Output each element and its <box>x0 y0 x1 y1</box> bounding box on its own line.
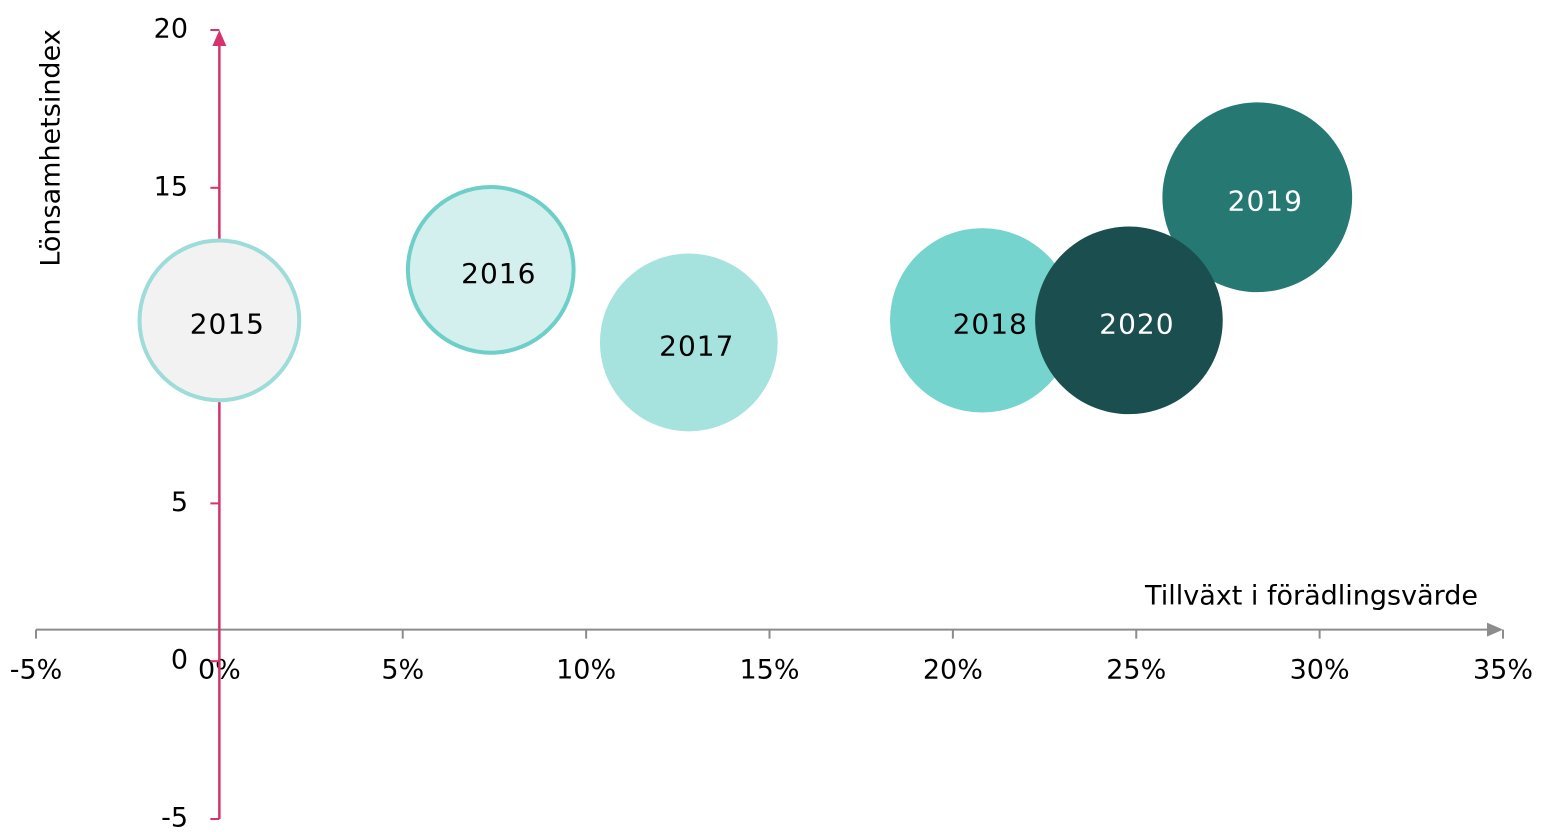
x-axis-title: Tillväxt i förädlingsvärde <box>1144 581 1478 612</box>
y-tick-label: 0 <box>171 645 188 676</box>
bubble-label: 2020 <box>1099 307 1174 340</box>
bubble <box>890 228 1075 413</box>
bubble-label: 2017 <box>659 329 734 362</box>
x-tick-label: 25% <box>1106 655 1166 686</box>
bubble-label: 2015 <box>190 307 265 340</box>
x-tick-label: 30% <box>1290 655 1350 686</box>
x-tick-label: -5% <box>10 655 63 686</box>
x-tick-label: 35% <box>1473 655 1533 686</box>
x-tick-label: 5% <box>381 655 424 686</box>
bubble <box>405 185 576 355</box>
x-tick-label: 20% <box>923 655 983 686</box>
x-axis-arrow <box>1487 622 1503 637</box>
y-tick-label: 20 <box>154 14 188 45</box>
bubble <box>1035 226 1223 415</box>
y-tick-label: 5 <box>171 487 188 518</box>
bubble-label: 2019 <box>1228 184 1303 217</box>
y-axis-arrow <box>212 30 227 46</box>
y-axis-title: Lönsamhetsindex <box>36 29 67 266</box>
bubble <box>137 238 302 403</box>
x-tick-label: 15% <box>739 655 799 686</box>
x-tick-label: 10% <box>556 655 616 686</box>
y-tick-label: -5 <box>161 803 188 832</box>
bubble <box>1162 102 1353 293</box>
bubble-label: 2016 <box>461 257 536 290</box>
bubble <box>599 253 778 432</box>
bubble-label: 2018 <box>953 307 1028 340</box>
y-tick-label: 15 <box>154 171 188 202</box>
